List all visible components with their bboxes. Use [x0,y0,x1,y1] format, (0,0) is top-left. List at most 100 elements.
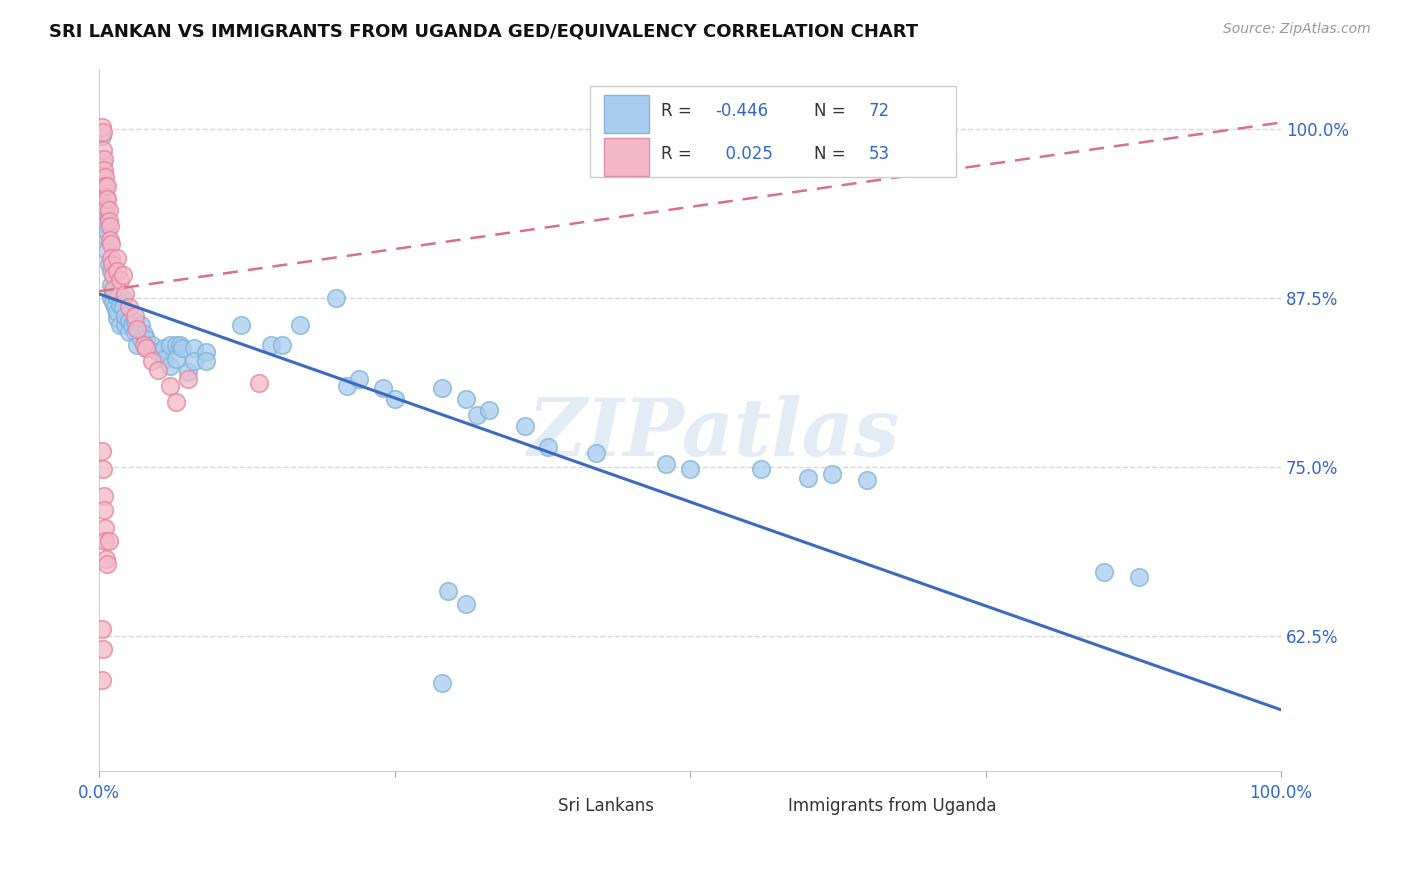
Point [98,233,121,247]
Point [194,345,217,359]
Point [103,285,125,299]
Point [124,309,146,323]
Point [101,257,124,271]
Point [132,338,155,352]
Point [148,345,170,359]
Point [94,520,117,534]
Point [183,354,205,368]
Point [124,325,146,339]
Point [96,193,118,207]
Point [94,203,117,218]
FancyBboxPatch shape [603,95,648,134]
Point [478,403,501,417]
Point [183,341,205,355]
Point [153,351,176,366]
Point [749,462,772,476]
Point [1092,565,1115,579]
Point [91,462,114,476]
Point [100,277,122,292]
Point [537,440,560,454]
Point [159,338,181,352]
Point [129,332,152,346]
Point [169,338,191,352]
Point [288,318,311,332]
Point [259,338,281,352]
Point [271,338,294,352]
Point [585,446,607,460]
Point [105,311,128,326]
Point [90,673,112,687]
Point [194,354,217,368]
Point [90,443,112,458]
Point [98,219,121,234]
Point [679,462,702,476]
Point [114,309,136,323]
Point [135,332,157,346]
Point [170,341,193,355]
Point [91,183,114,197]
Point [153,341,176,355]
Point [93,152,115,166]
Point [371,382,394,396]
Point [105,264,128,278]
Point [96,244,118,258]
Point [93,490,115,504]
Point [336,378,359,392]
Point [132,327,155,342]
Point [97,534,120,549]
Point [100,237,122,252]
Point [90,622,112,636]
Point [94,178,117,193]
Point [93,503,115,517]
Point [118,325,141,339]
Point [125,338,148,352]
Point [97,203,120,218]
Point [114,287,136,301]
Point [110,273,132,287]
Point [430,382,453,396]
Point [655,457,678,471]
Point [165,351,187,366]
Point [91,143,114,157]
Point [97,214,120,228]
Point [135,341,157,355]
Point [96,230,118,244]
FancyBboxPatch shape [603,137,648,177]
Point [347,372,370,386]
Point [135,341,157,355]
Point [797,470,820,484]
Point [96,223,118,237]
Point [91,642,114,657]
Point [165,338,187,352]
Point [91,125,114,139]
Point [384,392,406,407]
Point [91,156,114,170]
Point [96,178,118,193]
FancyBboxPatch shape [589,86,956,178]
Point [118,314,141,328]
Point [111,268,134,282]
Point [159,359,181,373]
Point [105,290,128,304]
Text: SRI LANKAN VS IMMIGRANTS FROM UGANDA GED/EQUIVALENCY CORRELATION CHART: SRI LANKAN VS IMMIGRANTS FROM UGANDA GED… [49,22,918,40]
Point [437,584,460,599]
FancyBboxPatch shape [508,789,548,823]
Point [110,298,132,312]
Point [90,120,112,134]
Point [325,291,347,305]
Text: R =: R = [661,102,696,120]
Point [159,378,181,392]
Point [513,419,536,434]
Text: R =: R = [661,145,696,163]
Point [467,409,489,423]
Point [100,264,122,278]
Point [93,210,115,224]
Point [165,395,187,409]
Text: Source: ZipAtlas.com: Source: ZipAtlas.com [1223,22,1371,37]
Text: 72: 72 [869,102,890,120]
Point [118,301,141,315]
Point [103,295,125,310]
Point [94,196,117,211]
Point [97,257,120,271]
Point [103,268,125,282]
